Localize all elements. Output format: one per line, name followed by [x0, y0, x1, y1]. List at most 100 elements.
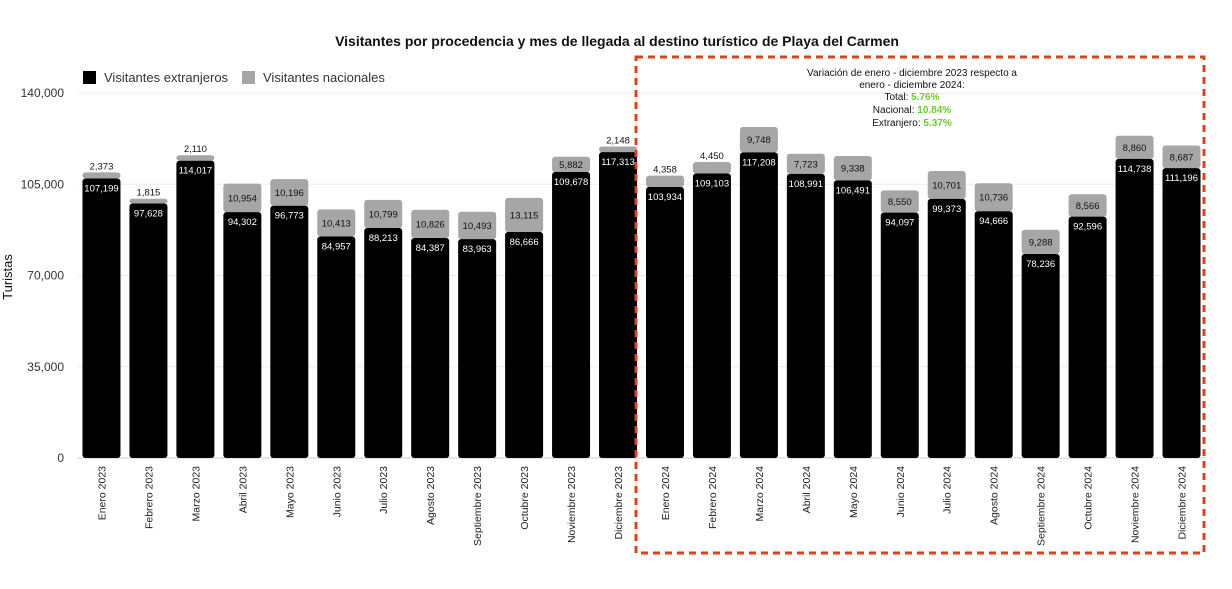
- x-tick-label: Julio 2023: [378, 466, 390, 514]
- data-label-extranjeros: 106,491: [836, 185, 870, 196]
- data-label-extranjeros: 96,773: [275, 211, 304, 222]
- x-tick-label: Marzo 2024: [754, 466, 766, 522]
- bar-segment-nacionales: [82, 172, 121, 179]
- data-label-nacionales: 2,148: [606, 136, 630, 147]
- data-label-nacionales: 10,413: [322, 218, 351, 229]
- bar-segment-nacionales: [739, 127, 778, 153]
- data-label-nacionales: 5,882: [559, 160, 583, 171]
- bar-segment-extranjeros: [974, 211, 1013, 458]
- bar-segment-extranjeros: [739, 152, 778, 458]
- bar-segment-extranjeros: [411, 237, 450, 458]
- y-tick-label: 70,000: [27, 269, 64, 283]
- annotation-line2: enero - diciembre 2024:: [859, 80, 965, 91]
- annotation-extranjero-value: 5.37%: [923, 118, 951, 129]
- bar-segment-extranjeros: [786, 173, 825, 458]
- data-label-extranjeros: 94,302: [228, 217, 257, 228]
- bar-segment-extranjeros: [129, 203, 168, 458]
- x-tick-label: Agosto 2024: [989, 466, 1001, 525]
- data-label-extranjeros: 117,208: [742, 157, 776, 168]
- bar-segment-extranjeros: [1021, 254, 1060, 458]
- data-label-nacionales: 8,550: [888, 197, 912, 208]
- bar-segment-nacionales: [270, 179, 309, 206]
- bar-segment-nacionales: [317, 209, 356, 237]
- annotation-extranjero-label: Extranjero:: [872, 118, 923, 129]
- data-label-nacionales: 8,860: [1123, 143, 1147, 154]
- x-tick-label: Mayo 2024: [848, 466, 860, 518]
- x-tick-label: Diciembre 2024: [1177, 466, 1189, 540]
- variation-annotation: Variación de enero - diciembre 2023 resp…: [807, 68, 1017, 129]
- legend: Visitantes extranjeros Visitantes nacion…: [83, 70, 385, 85]
- bar-segment-nacionales: [552, 156, 591, 173]
- y-axis-label: Turistas: [0, 254, 15, 300]
- annotation-total-label: Total:: [884, 92, 911, 103]
- data-label-extranjeros: 114,017: [179, 166, 213, 177]
- data-label-nacionales: 8,566: [1076, 201, 1100, 212]
- bar-segment-extranjeros: [270, 205, 309, 458]
- x-tick-label: Febrero 2024: [707, 466, 719, 529]
- data-label-nacionales: 9,288: [1029, 237, 1053, 248]
- bar-segment-extranjeros: [223, 212, 262, 458]
- data-label-nacionales: 13,115: [510, 210, 538, 221]
- bar-segment-nacionales: [927, 171, 966, 199]
- x-tick-label: Octubre 2024: [1083, 466, 1095, 530]
- x-tick-label: Octubre 2023: [519, 466, 531, 530]
- bar-segment-nacionales: [833, 156, 872, 181]
- bar-segment-nacionales: [974, 183, 1013, 212]
- bar-segment-extranjeros: [317, 236, 356, 458]
- bar-segment-extranjeros: [458, 239, 497, 458]
- bar-segment-extranjeros: [1115, 158, 1154, 459]
- data-label-extranjeros: 84,387: [416, 243, 445, 254]
- x-tick-label: Enero 2024: [660, 466, 672, 520]
- data-label-nacionales: 10,493: [463, 221, 492, 232]
- data-label-extranjeros: 88,213: [369, 233, 398, 244]
- data-label-extranjeros: 111,196: [1165, 173, 1198, 184]
- y-axis-ticks: 0 35,000 70,000 105,000 140,000: [21, 86, 65, 465]
- data-label-nacionales: 9,748: [747, 135, 771, 146]
- x-axis-ticks: Enero 2023 Febrero 2023 Marzo 2023 Abril 20…: [96, 466, 1188, 546]
- annotation-nacional-value: 10.84%: [917, 105, 951, 116]
- data-label-nacionales: 10,736: [979, 193, 1008, 204]
- bar-segment-nacionales: [1021, 229, 1060, 255]
- y-tick-label: 105,000: [21, 177, 65, 191]
- x-tick-label: Agosto 2023: [425, 466, 437, 525]
- bar-segment-nacionales: [645, 175, 684, 188]
- bar-segment-extranjeros: [599, 152, 638, 458]
- data-label-extranjeros: 97,628: [134, 208, 163, 219]
- bar-segment-extranjeros: [1068, 216, 1107, 458]
- gridlines: [78, 92, 1205, 459]
- bar-segment-nacionales: [505, 197, 544, 233]
- x-tick-label: Febrero 2023: [143, 466, 155, 529]
- legend-label-extranjeros: Visitantes extranjeros: [104, 70, 229, 85]
- x-tick-label: Noviembre 2023: [566, 466, 578, 543]
- x-tick-label: Junio 2024: [895, 466, 907, 518]
- bar-segment-nacionales: [458, 211, 497, 240]
- data-label-nacionales: 10,954: [228, 193, 257, 204]
- annotation-line1: Variación de enero - diciembre 2023 resp…: [807, 68, 1017, 79]
- bar-segment-nacionales: [129, 198, 168, 204]
- x-tick-label: Abril 2024: [801, 466, 813, 513]
- data-label-extranjeros: 83,963: [463, 244, 492, 255]
- legend-label-nacionales: Visitantes nacionales: [263, 70, 385, 85]
- y-tick-label: 0: [57, 451, 64, 465]
- data-labels: 2,373 107,199 1,815 97,628 2,110 114,017 10,95…: [84, 135, 1198, 270]
- data-label-nacionales: 10,799: [369, 209, 398, 220]
- x-tick-label: Junio 2023: [331, 466, 343, 518]
- bar-segment-nacionales: [223, 183, 262, 213]
- annotation-total: Total: 5.76%: [884, 92, 939, 103]
- data-label-extranjeros: 117,313: [601, 157, 635, 168]
- x-tick-label: Septiembre 2023: [472, 466, 484, 546]
- annotation-total-value: 5.76%: [911, 92, 939, 103]
- x-tick-label: Noviembre 2024: [1130, 466, 1142, 543]
- annotation-nacional-label: Nacional:: [873, 105, 917, 116]
- bar-segment-nacionales: [786, 153, 825, 174]
- bar-segment-extranjeros: [692, 173, 731, 458]
- bar-segment-nacionales: [364, 199, 403, 229]
- data-label-extranjeros: 109,103: [695, 179, 729, 190]
- x-tick-label: Diciembre 2023: [613, 466, 625, 540]
- bar-segment-extranjeros: [880, 212, 919, 458]
- data-label-nacionales: 10,701: [932, 180, 961, 191]
- y-tick-label: 140,000: [21, 86, 65, 100]
- x-tick-label: Julio 2024: [942, 466, 954, 514]
- data-label-nacionales: 10,196: [275, 188, 304, 199]
